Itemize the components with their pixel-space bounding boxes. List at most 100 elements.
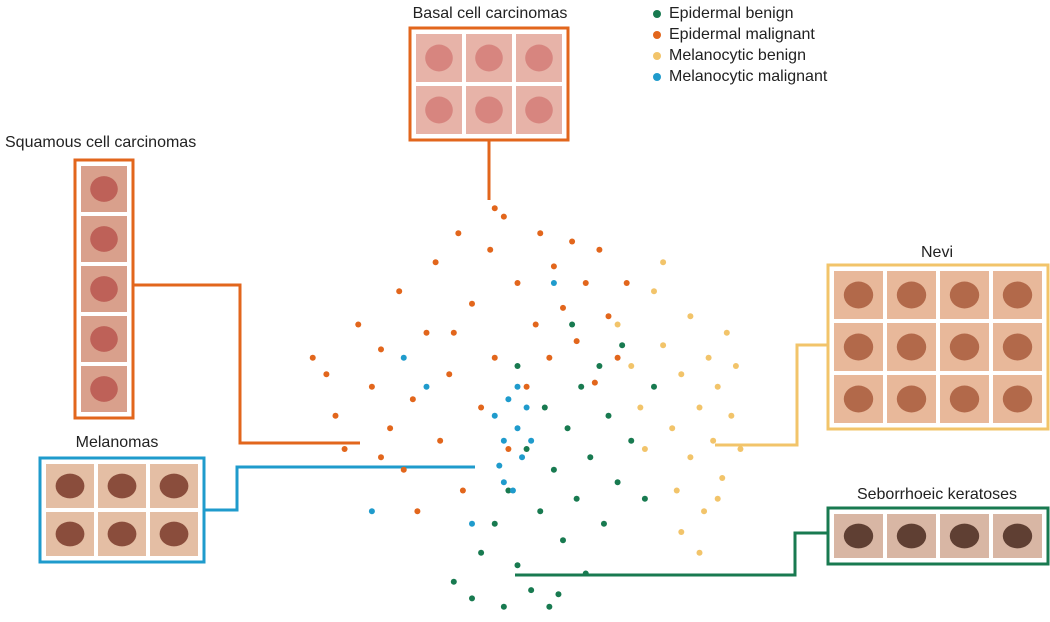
point — [550, 263, 557, 270]
point — [555, 591, 562, 598]
point — [496, 462, 503, 469]
point — [714, 383, 721, 390]
point — [523, 404, 530, 411]
callouts — [38, 26, 1050, 577]
point — [523, 383, 530, 390]
lesion — [949, 281, 980, 309]
point — [628, 363, 635, 369]
lesion — [1002, 523, 1033, 549]
connector — [130, 283, 360, 445]
point — [528, 587, 535, 594]
point — [651, 383, 657, 390]
lesion — [843, 523, 874, 549]
point — [678, 371, 685, 378]
point — [600, 520, 607, 527]
point — [641, 495, 648, 502]
lesion — [1002, 385, 1033, 413]
legend-label: Epidermal benign — [669, 5, 794, 22]
lesion — [843, 281, 874, 309]
point — [619, 342, 626, 349]
legend-label: Epidermal malignant — [669, 26, 815, 43]
point — [491, 412, 498, 419]
point — [323, 371, 330, 378]
point — [368, 508, 375, 515]
point — [687, 313, 694, 320]
connector — [515, 531, 828, 577]
point — [710, 437, 717, 444]
point — [569, 238, 576, 245]
point — [514, 363, 521, 369]
lesion — [55, 473, 85, 499]
legend-marker — [653, 52, 661, 60]
lesion — [896, 523, 927, 549]
point — [537, 508, 544, 515]
lesion — [1002, 333, 1033, 361]
lesion — [1002, 281, 1033, 309]
callout-label: Nevi — [921, 244, 953, 261]
point — [614, 354, 621, 361]
point — [500, 437, 507, 444]
point — [505, 487, 512, 494]
legend-label: Melanocytic benign — [669, 47, 806, 64]
point — [605, 412, 612, 419]
lesion — [90, 276, 118, 302]
callout-label: Basal cell carcinomas — [413, 5, 568, 22]
point — [414, 508, 421, 515]
point — [605, 313, 612, 320]
point — [541, 404, 548, 411]
lesion — [949, 385, 980, 413]
point — [446, 371, 453, 378]
point — [500, 603, 507, 610]
point — [514, 383, 521, 390]
point — [569, 321, 576, 328]
point — [378, 454, 384, 461]
point — [550, 280, 557, 286]
point — [332, 412, 339, 419]
point — [500, 213, 507, 220]
point — [532, 321, 539, 328]
lesion — [525, 44, 553, 72]
lesion — [55, 521, 85, 547]
point — [582, 570, 589, 577]
point — [719, 475, 726, 482]
point — [728, 412, 735, 419]
point — [673, 487, 680, 494]
point — [573, 338, 580, 345]
point — [637, 404, 644, 411]
lesion — [425, 44, 453, 72]
point — [368, 383, 375, 390]
point — [614, 321, 621, 328]
callout-label: Seborrhoeic keratoses — [857, 486, 1017, 503]
point — [660, 342, 667, 349]
point — [669, 425, 676, 432]
point — [478, 404, 485, 411]
point — [309, 354, 316, 361]
point — [423, 383, 430, 390]
callout-label: Squamous cell carcinomas — [5, 134, 196, 151]
point — [478, 549, 485, 556]
point — [546, 354, 553, 361]
lesion — [90, 326, 118, 352]
point — [550, 466, 557, 473]
point — [487, 246, 494, 253]
lesion — [90, 376, 118, 402]
lesion — [843, 385, 874, 413]
lesion — [843, 333, 874, 361]
point — [732, 363, 739, 369]
point — [587, 454, 594, 461]
point — [578, 383, 585, 390]
point — [596, 246, 603, 253]
legend-marker — [653, 10, 661, 18]
point — [355, 321, 362, 328]
point — [651, 288, 657, 295]
point — [509, 487, 516, 494]
point — [696, 404, 703, 411]
point — [660, 259, 667, 266]
point — [450, 578, 457, 585]
point — [560, 304, 566, 311]
lesion — [425, 96, 453, 124]
point — [491, 520, 498, 527]
legend-marker — [653, 31, 661, 39]
connector — [197, 465, 475, 512]
